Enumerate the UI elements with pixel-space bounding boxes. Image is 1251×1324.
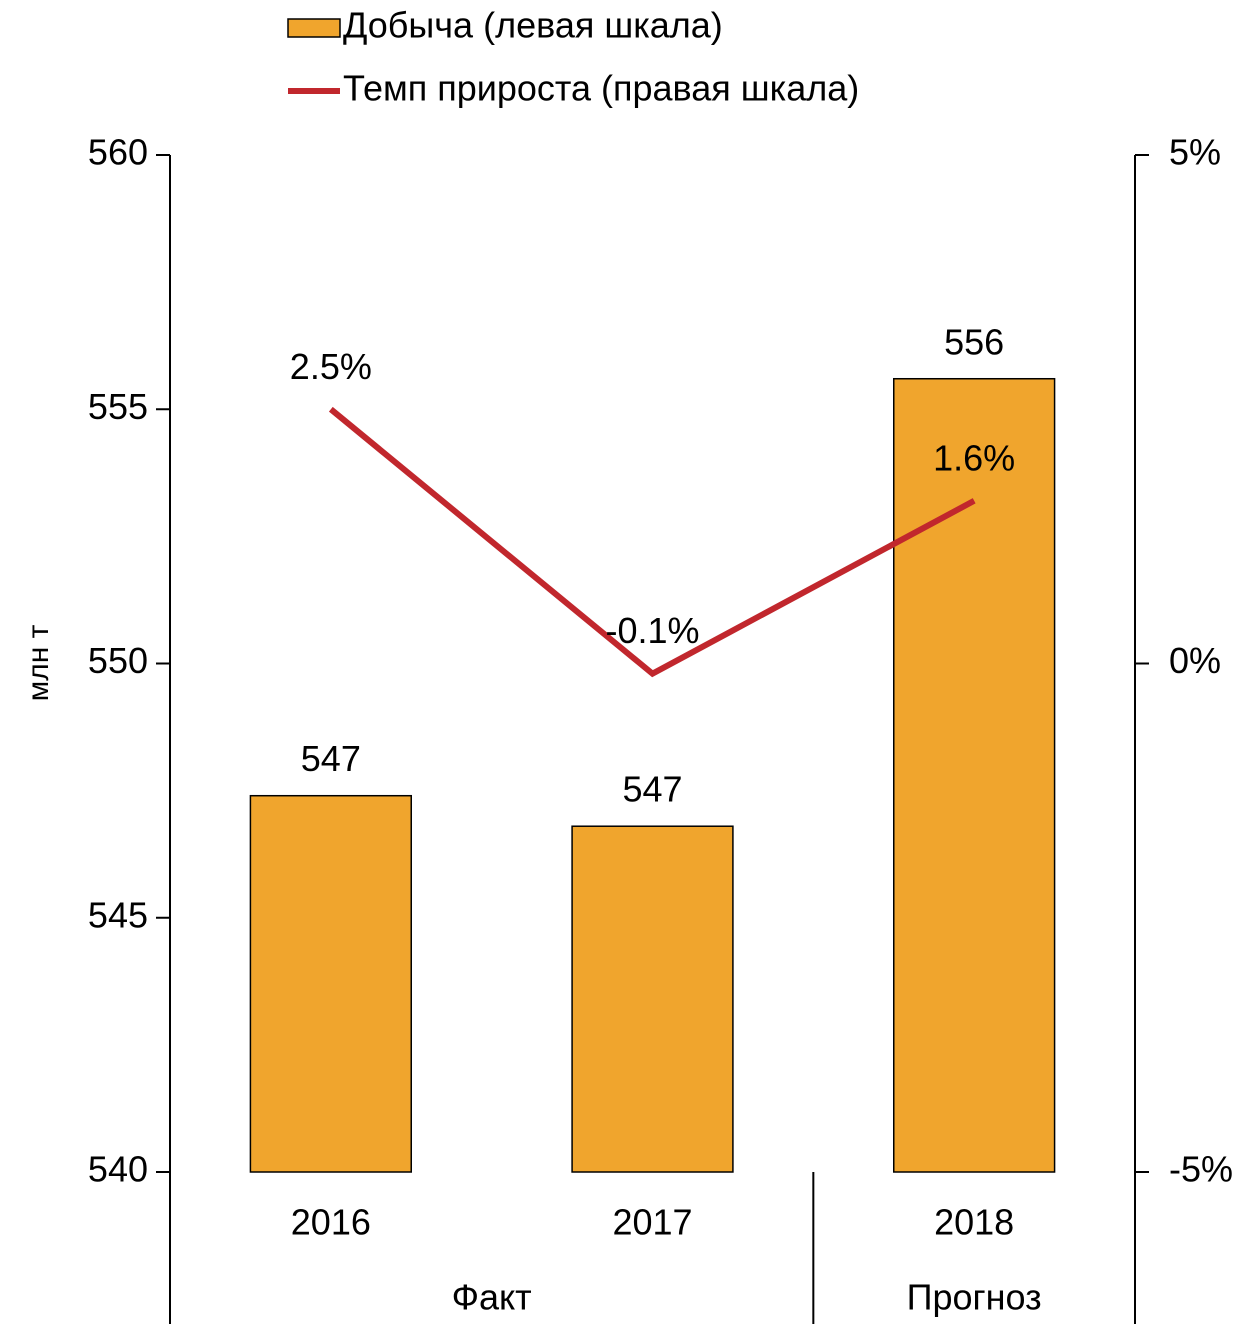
bar bbox=[571, 825, 734, 1173]
x-tick-label: 2017 bbox=[612, 1202, 692, 1243]
bar-value-label: 556 bbox=[944, 321, 1004, 362]
y-axis-label: млн т bbox=[22, 624, 55, 701]
y-tick-label: 540 bbox=[88, 1149, 148, 1190]
legend-label: Добыча (левая шкала) bbox=[343, 5, 723, 46]
line-value-label: -0.1% bbox=[605, 610, 699, 651]
x-tick-label: 2018 bbox=[934, 1202, 1014, 1243]
y-tick-label: 560 bbox=[88, 132, 148, 173]
bar-value-label: 547 bbox=[301, 738, 361, 779]
line-value-label: 2.5% bbox=[290, 346, 372, 387]
line bbox=[328, 406, 976, 678]
line-value-label: 1.6% bbox=[933, 437, 1015, 478]
y2-tick-label: -5% bbox=[1169, 1149, 1233, 1190]
legend-swatch bbox=[287, 18, 341, 38]
bar-value-label: 547 bbox=[622, 769, 682, 810]
legend-label: Темп прироста (правая шкала) bbox=[343, 68, 859, 109]
y-tick-label: 555 bbox=[88, 386, 148, 427]
x-tick-label: 2016 bbox=[291, 1202, 371, 1243]
bar bbox=[893, 377, 1056, 1173]
y-tick-label: 550 bbox=[88, 640, 148, 681]
y-tick-label: 545 bbox=[88, 894, 148, 935]
bar bbox=[249, 794, 412, 1173]
y2-tick-label: 0% bbox=[1169, 640, 1221, 681]
group-label: Факт bbox=[452, 1277, 532, 1318]
group-label: Прогноз bbox=[907, 1277, 1042, 1318]
y2-tick-label: 5% bbox=[1169, 132, 1221, 173]
